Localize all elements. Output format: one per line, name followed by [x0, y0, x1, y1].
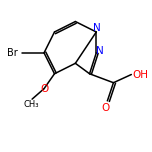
Text: O: O [41, 84, 49, 94]
Text: Br: Br [7, 48, 18, 58]
Text: OH: OH [133, 69, 149, 79]
Text: CH₃: CH₃ [24, 100, 39, 109]
Text: O: O [102, 103, 110, 113]
Text: N: N [93, 23, 101, 33]
Text: N: N [96, 46, 104, 56]
